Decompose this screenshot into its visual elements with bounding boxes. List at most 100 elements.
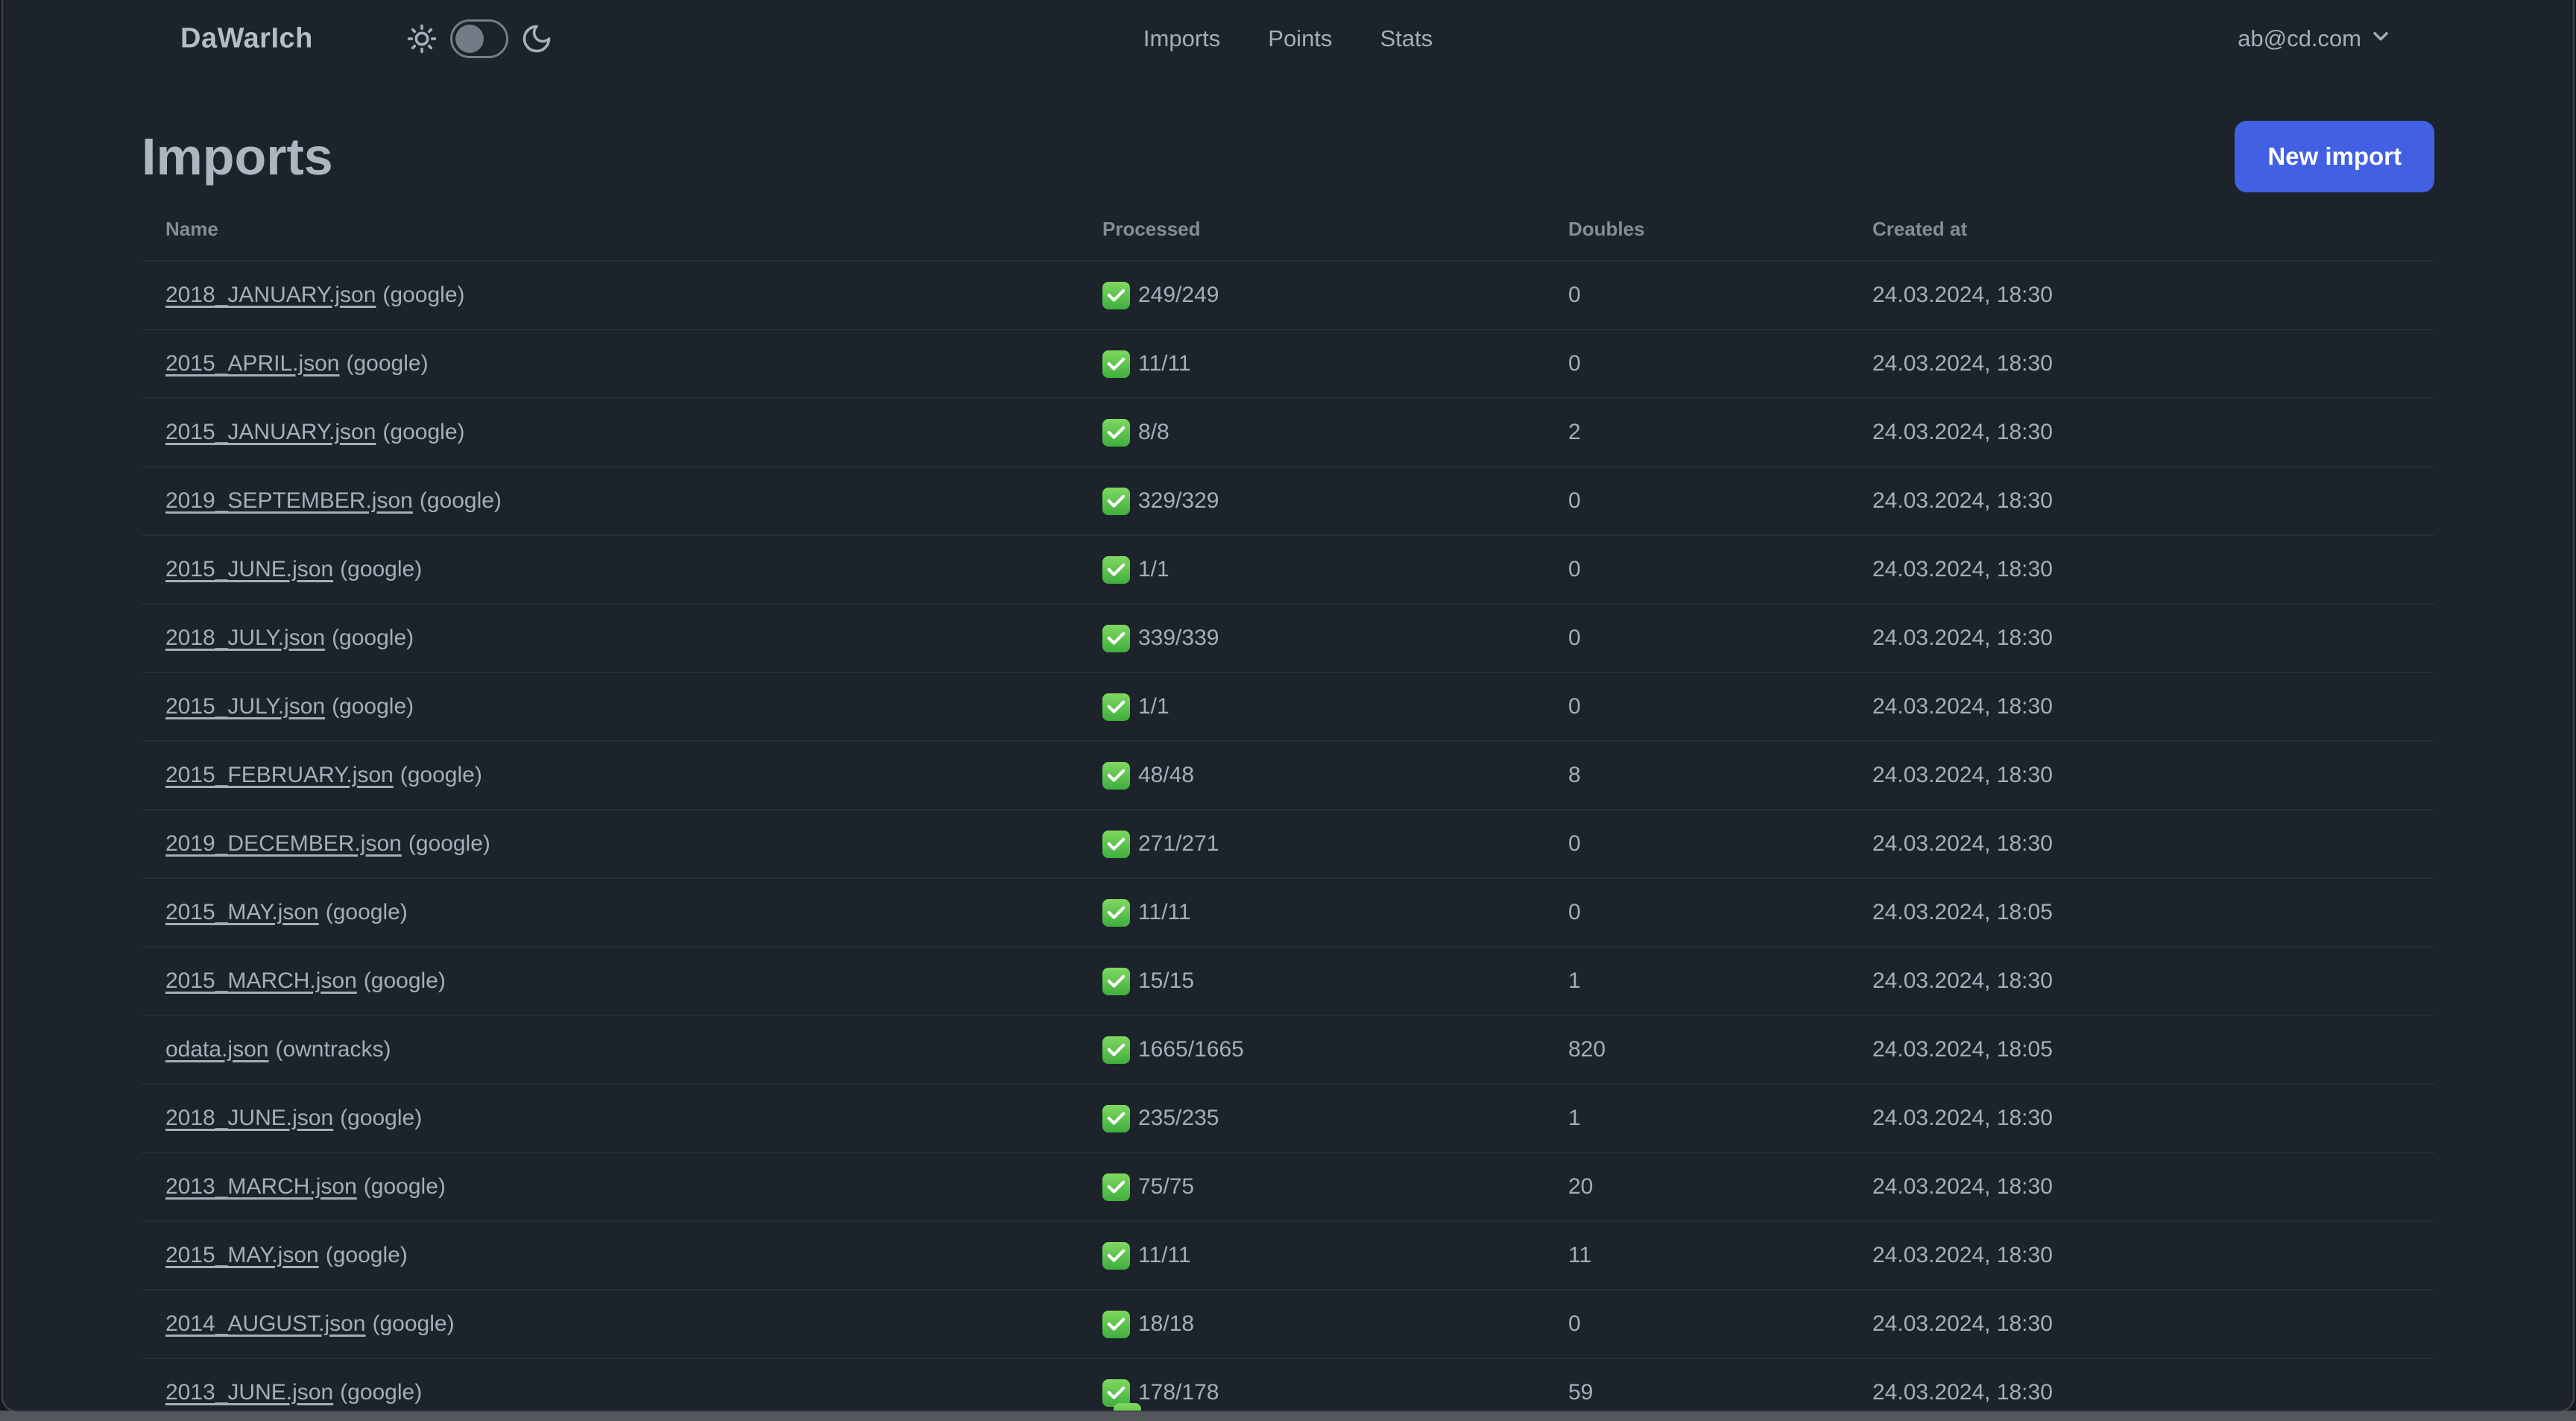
processed-cell: 339/339 bbox=[1079, 604, 1544, 673]
column-header-processed: Processed bbox=[1079, 209, 1544, 262]
import-file-link[interactable]: 2019_SEPTEMBER.json bbox=[165, 488, 413, 513]
table-row: 2018_JANUARY.json (google) 249/249 0 24.0… bbox=[142, 261, 2434, 330]
table-row: 2015_JANUARY.json (google) 8/8 2 24.03.20… bbox=[142, 398, 2434, 467]
processed-cell: 11/11 bbox=[1079, 878, 1544, 948]
processed-cell: 329/329 bbox=[1079, 467, 1544, 536]
name-cell: 2018_JULY.json (google) bbox=[142, 604, 1079, 673]
checkmark-emoji bbox=[1102, 555, 1130, 584]
table-row: 2014_AUGUST.json (google) 18/18 0 24.03.2… bbox=[142, 1290, 2434, 1359]
import-source-label: (google) bbox=[419, 488, 502, 513]
doubles-cell: 0 bbox=[1544, 535, 1849, 605]
doubles-cell: 1 bbox=[1544, 1084, 1849, 1153]
table-row: 2015_MARCH.json (google) 15/15 1 24.03.20… bbox=[142, 947, 2434, 1016]
doubles-cell: 0 bbox=[1544, 604, 1849, 673]
app-logo[interactable]: DaWarIch bbox=[180, 22, 313, 54]
table-row: 2015_JULY.json (google) 1/1 0 24.03.2024,… bbox=[142, 672, 2434, 742]
checkmark-emoji bbox=[1102, 967, 1130, 995]
processed-cell: 1665/1665 bbox=[1079, 1015, 1544, 1085]
nav-links: Imports Points Stats bbox=[1143, 25, 1433, 52]
checkmark-emoji bbox=[1102, 1241, 1130, 1270]
page-header: Imports New import bbox=[142, 121, 2434, 192]
table-row: 2019_SEPTEMBER.json (google) 329/329 0 24… bbox=[142, 467, 2434, 536]
processed-count: 11/11 bbox=[1138, 1243, 1191, 1267]
import-file-link[interactable]: 2015_JULY.json bbox=[165, 694, 326, 719]
name-cell: 2013_JUNE.json (google) bbox=[142, 1358, 1079, 1411]
name-cell: 2014_AUGUST.json (google) bbox=[142, 1290, 1079, 1359]
created-at-cell: 24.03.2024, 18:30 bbox=[1849, 261, 2434, 330]
table-row: 2018_JULY.json (google) 339/339 0 24.03.2… bbox=[142, 604, 2434, 673]
table-row: 2015_MAY.json (google) 11/11 11 24.03.202… bbox=[142, 1221, 2434, 1291]
import-source-label: (google) bbox=[340, 1106, 423, 1130]
import-file-link[interactable]: odata.json bbox=[165, 1037, 269, 1062]
import-source-label: (google) bbox=[382, 283, 465, 307]
import-file-link[interactable]: 2018_JANUARY.json bbox=[165, 283, 376, 307]
processed-count: 15/15 bbox=[1138, 968, 1195, 993]
checkmark-emoji bbox=[1102, 281, 1130, 309]
processed-count: 11/11 bbox=[1138, 900, 1191, 924]
name-cell: 2015_MAY.json (google) bbox=[142, 1221, 1079, 1291]
import-file-link[interactable]: 2015_FEBRUARY.json bbox=[165, 763, 394, 787]
import-file-link[interactable]: 2013_MARCH.json bbox=[165, 1174, 357, 1199]
user-menu-dropdown[interactable]: ab@cd.com bbox=[2238, 24, 2393, 54]
doubles-cell: 2 bbox=[1544, 398, 1849, 467]
processed-count: 271/271 bbox=[1138, 831, 1219, 856]
theme-toggle-switch[interactable] bbox=[450, 19, 508, 58]
doubles-cell: 0 bbox=[1544, 261, 1849, 330]
name-cell: 2013_MARCH.json (google) bbox=[142, 1153, 1079, 1222]
table-row: odata.json (owntracks) 1665/1665 820 24.0… bbox=[142, 1015, 2434, 1085]
processed-count: 235/235 bbox=[1138, 1106, 1219, 1130]
import-file-link[interactable]: 2015_JANUARY.json bbox=[165, 420, 376, 444]
import-file-link[interactable]: 2015_APRIL.json bbox=[165, 351, 340, 376]
nav-link-points[interactable]: Points bbox=[1268, 25, 1333, 51]
name-cell: 2019_SEPTEMBER.json (google) bbox=[142, 467, 1079, 536]
table-row: 2013_MARCH.json (google) 75/75 20 24.03.2… bbox=[142, 1153, 2434, 1222]
import-source-label: (google) bbox=[340, 557, 423, 582]
created-at-cell: 24.03.2024, 18:30 bbox=[1849, 330, 2434, 399]
import-file-link[interactable]: 2015_JUNE.json bbox=[165, 557, 334, 582]
processed-cell: 18/18 bbox=[1079, 1290, 1544, 1359]
navbar: DaWarIch Imports Points Stats bbox=[3, 0, 2573, 78]
nav-link-stats[interactable]: Stats bbox=[1380, 25, 1433, 51]
column-header-name: Name bbox=[142, 209, 1079, 262]
import-source-label: (google) bbox=[332, 694, 414, 719]
processed-count: 249/249 bbox=[1138, 283, 1219, 307]
processed-cell: 178/178 bbox=[1079, 1358, 1544, 1411]
import-source-label: (google) bbox=[400, 763, 482, 787]
import-source-label: (google) bbox=[325, 1243, 408, 1267]
checkmark-emoji bbox=[1102, 1104, 1130, 1132]
user-email: ab@cd.com bbox=[2238, 25, 2361, 51]
import-file-link[interactable]: 2015_MAY.json bbox=[165, 1243, 319, 1267]
import-source-label: (google) bbox=[363, 1174, 446, 1199]
import-file-link[interactable]: 2019_DECEMBER.json bbox=[165, 831, 402, 856]
created-at-cell: 24.03.2024, 18:05 bbox=[1849, 878, 2434, 948]
processed-cell: 11/11 bbox=[1079, 1221, 1544, 1291]
nav-link-imports[interactable]: Imports bbox=[1143, 25, 1221, 51]
import-file-link[interactable]: 2015_MAY.json bbox=[165, 900, 319, 924]
created-at-cell: 24.03.2024, 18:30 bbox=[1849, 1084, 2434, 1153]
sun-icon bbox=[405, 22, 438, 55]
name-cell: 2018_JANUARY.json (google) bbox=[142, 261, 1079, 330]
doubles-cell: 0 bbox=[1544, 1290, 1849, 1359]
created-at-cell: 24.03.2024, 18:30 bbox=[1849, 398, 2434, 467]
created-at-cell: 24.03.2024, 18:30 bbox=[1849, 1221, 2434, 1291]
import-file-link[interactable]: 2014_AUGUST.json bbox=[165, 1311, 366, 1336]
created-at-cell: 24.03.2024, 18:30 bbox=[1849, 672, 2434, 742]
import-source-label: (google) bbox=[332, 626, 414, 650]
bottom-scrollbar[interactable] bbox=[0, 1411, 2576, 1421]
processed-count: 178/178 bbox=[1138, 1380, 1219, 1405]
new-import-button[interactable]: New import bbox=[2235, 121, 2434, 192]
processed-count: 8/8 bbox=[1138, 420, 1169, 444]
moon-icon bbox=[520, 22, 553, 55]
import-file-link[interactable]: 2018_JULY.json bbox=[165, 626, 326, 650]
processed-count: 1/1 bbox=[1138, 557, 1169, 582]
doubles-cell: 11 bbox=[1544, 1221, 1849, 1291]
import-source-label: (google) bbox=[340, 1380, 423, 1405]
processed-count: 1665/1665 bbox=[1138, 1037, 1244, 1062]
import-file-link[interactable]: 2015_MARCH.json bbox=[165, 968, 357, 993]
import-file-link[interactable]: 2018_JUNE.json bbox=[165, 1106, 334, 1130]
import-file-link[interactable]: 2013_JUNE.json bbox=[165, 1380, 334, 1405]
processed-count: 48/48 bbox=[1138, 763, 1195, 787]
checkmark-emoji bbox=[1102, 830, 1130, 858]
processed-cell: 48/48 bbox=[1079, 741, 1544, 810]
